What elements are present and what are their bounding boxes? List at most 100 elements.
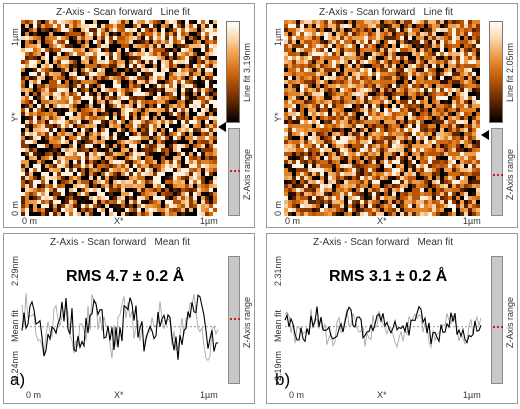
afm-pixel xyxy=(360,24,365,29)
afm-pixel xyxy=(384,36,389,41)
afm-pixel xyxy=(340,92,345,97)
afm-pixel xyxy=(300,176,305,181)
afm-pixel xyxy=(468,148,473,153)
profile-range-slider-a[interactable] xyxy=(228,256,240,384)
z-axis-range-slider-b[interactable] xyxy=(491,128,503,216)
afm-pixel xyxy=(368,184,373,189)
afm-pixel xyxy=(57,28,62,33)
afm-pixel xyxy=(356,188,361,193)
afm-pixel xyxy=(460,184,465,189)
afm-pixel xyxy=(336,52,341,57)
afm-pixel xyxy=(388,176,393,181)
afm-pixel xyxy=(428,148,433,153)
afm-pixel xyxy=(109,100,114,105)
afm-pixel xyxy=(380,60,385,65)
afm-pixel xyxy=(468,188,473,193)
afm-pixel xyxy=(61,128,66,133)
afm-pixel xyxy=(468,44,473,49)
afm-pixel xyxy=(324,144,329,149)
afm-pixel xyxy=(209,136,214,141)
afm-pixel xyxy=(185,28,190,33)
afm-pixel xyxy=(113,200,118,205)
afm-pixel xyxy=(65,84,70,89)
afm-pixel xyxy=(57,184,62,189)
afm-pixel xyxy=(460,60,465,65)
afm-pixel xyxy=(185,144,190,149)
afm-pixel xyxy=(372,124,377,129)
afm-pixel xyxy=(105,164,110,169)
afm-pixel xyxy=(312,72,317,77)
afm-pixel xyxy=(117,156,122,161)
afm-pixel xyxy=(121,172,126,177)
afm-pixel xyxy=(348,52,353,57)
afm-pixel xyxy=(304,144,309,149)
afm-pixel xyxy=(65,168,70,173)
afm-pixel xyxy=(177,56,182,61)
afm-pixel xyxy=(344,96,349,101)
afm-pixel xyxy=(149,56,154,61)
afm-pixel xyxy=(93,36,98,41)
afm-pixel xyxy=(173,92,178,97)
afm-pixel xyxy=(368,120,373,125)
range-pointer-icon-b[interactable] xyxy=(481,130,489,140)
afm-pixel xyxy=(440,168,445,173)
afm-pixel xyxy=(436,64,441,69)
afm-pixel xyxy=(73,176,78,181)
afm-pixel xyxy=(49,140,54,145)
afm-pixel xyxy=(440,136,445,141)
afm-pixel xyxy=(145,36,150,41)
afm-pixel xyxy=(404,72,409,77)
afm-pixel xyxy=(57,56,62,61)
afm-pixel xyxy=(77,164,82,169)
range-pointer-icon-a[interactable] xyxy=(218,122,226,132)
afm-pixel xyxy=(149,188,154,193)
afm-pixel xyxy=(109,28,114,33)
afm-pixel xyxy=(448,156,453,161)
afm-pixel xyxy=(85,128,90,133)
afm-pixel xyxy=(29,44,34,49)
afm-pixel xyxy=(197,116,202,121)
afm-pixel xyxy=(404,20,409,25)
afm-pixel xyxy=(205,116,210,121)
afm-pixel xyxy=(197,108,202,113)
afm-pixel xyxy=(61,120,66,125)
afm-pixel xyxy=(77,40,82,45)
afm-pixel xyxy=(284,92,289,97)
afm-pixel xyxy=(344,116,349,121)
afm-pixel xyxy=(185,68,190,73)
afm-pixel xyxy=(177,116,182,121)
afm-pixel xyxy=(117,124,122,129)
afm-pixel xyxy=(380,172,385,177)
afm-pixel xyxy=(392,148,397,153)
afm-pixel xyxy=(105,36,110,41)
afm-pixel xyxy=(456,156,461,161)
afm-pixel xyxy=(69,156,74,161)
afm-pixel xyxy=(53,96,58,101)
afm-pixel xyxy=(300,100,305,105)
afm-pixel xyxy=(384,160,389,165)
afm-pixel xyxy=(81,188,86,193)
afm-pixel xyxy=(332,44,337,49)
afm-pixel xyxy=(177,68,182,73)
afm-pixel xyxy=(428,132,433,137)
afm-pixel xyxy=(304,196,309,201)
z-axis-range-slider-a[interactable] xyxy=(228,128,240,216)
afm-pixel xyxy=(205,176,210,181)
afm-pixel xyxy=(85,152,90,157)
afm-pixel xyxy=(125,76,130,81)
afm-pixel xyxy=(364,20,369,25)
profile-range-slider-b[interactable] xyxy=(491,256,503,384)
afm-pixel xyxy=(356,204,361,209)
afm-pixel xyxy=(284,192,289,197)
afm-pixel xyxy=(292,128,297,133)
afm-pixel xyxy=(117,132,122,137)
afm-pixel xyxy=(121,84,126,89)
afm-pixel xyxy=(420,132,425,137)
afm-pixel xyxy=(428,172,433,177)
afm-pixel xyxy=(37,108,42,113)
afm-pixel xyxy=(424,140,429,145)
afm-pixel xyxy=(193,84,198,89)
afm-pixel xyxy=(21,116,26,121)
afm-pixel xyxy=(468,176,473,181)
afm-pixel xyxy=(133,68,138,73)
